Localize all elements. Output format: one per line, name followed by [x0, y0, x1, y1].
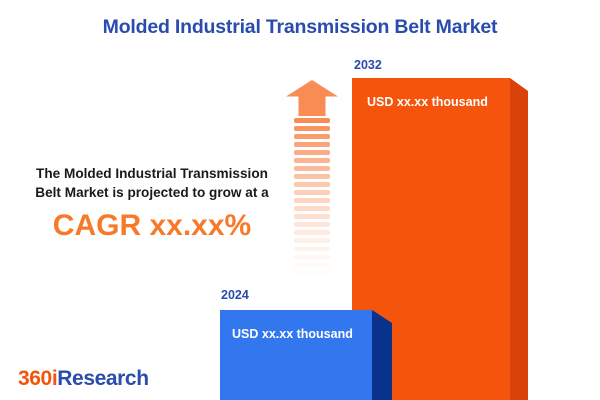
upward-growth-arrow: [286, 80, 338, 292]
bar-2024: [220, 310, 372, 400]
arrow-stripe: [294, 214, 330, 220]
arrow-stripe: [294, 198, 330, 204]
arrow-stripe: [294, 142, 330, 147]
arrow-stripe: [294, 182, 330, 188]
arrow-stripe: [294, 190, 330, 196]
statement-line-1: The Molded Industrial Transmission: [36, 166, 268, 181]
arrow-stripe: [294, 246, 330, 252]
bar-2032-value-label: USD xx.xx thousand: [367, 95, 488, 109]
arrow-stripe: [294, 158, 330, 163]
bar-2032-side-face: [510, 78, 528, 400]
cagr-value: CAGR xx.xx%: [52, 209, 252, 242]
bar-2032-year-label: 2032: [354, 58, 382, 72]
arrow-stripe: [294, 230, 330, 236]
arrow-stripe: [294, 126, 330, 131]
arrow-stripe: [294, 238, 330, 244]
arrow-up-icon: [286, 80, 338, 116]
arrow-stripe: [294, 134, 330, 139]
statement-line-2: Belt Market is projected to grow at a: [35, 185, 269, 200]
arrow-stripe: [294, 278, 330, 284]
bar-2024-year-label: 2024: [221, 288, 249, 302]
arrow-stripe: [294, 166, 330, 172]
cagr-statement: The Molded Industrial Transmission Belt …: [12, 164, 292, 243]
arrow-fade-stripes: [294, 118, 330, 292]
bar-2024-value-label: USD xx.xx thousand: [232, 327, 353, 341]
arrow-stripe: [294, 206, 330, 212]
brand-logo-360i: 360i: [18, 367, 58, 390]
brand-logo-research: Research: [57, 367, 149, 390]
arrow-stripe: [294, 222, 330, 228]
arrow-stripe: [294, 254, 330, 260]
arrow-stripe: [294, 118, 330, 123]
arrow-stripe: [294, 174, 330, 180]
page-title: Molded Industrial Transmission Belt Mark…: [102, 16, 498, 38]
bar-2024-side-face: [372, 310, 392, 400]
brand-logo[interactable]: 360iResearch: [18, 367, 149, 391]
arrow-stripe: [294, 262, 330, 268]
arrow-stripe: [294, 270, 330, 276]
arrow-stripe: [294, 150, 330, 155]
arrow-stripe: [294, 286, 330, 292]
